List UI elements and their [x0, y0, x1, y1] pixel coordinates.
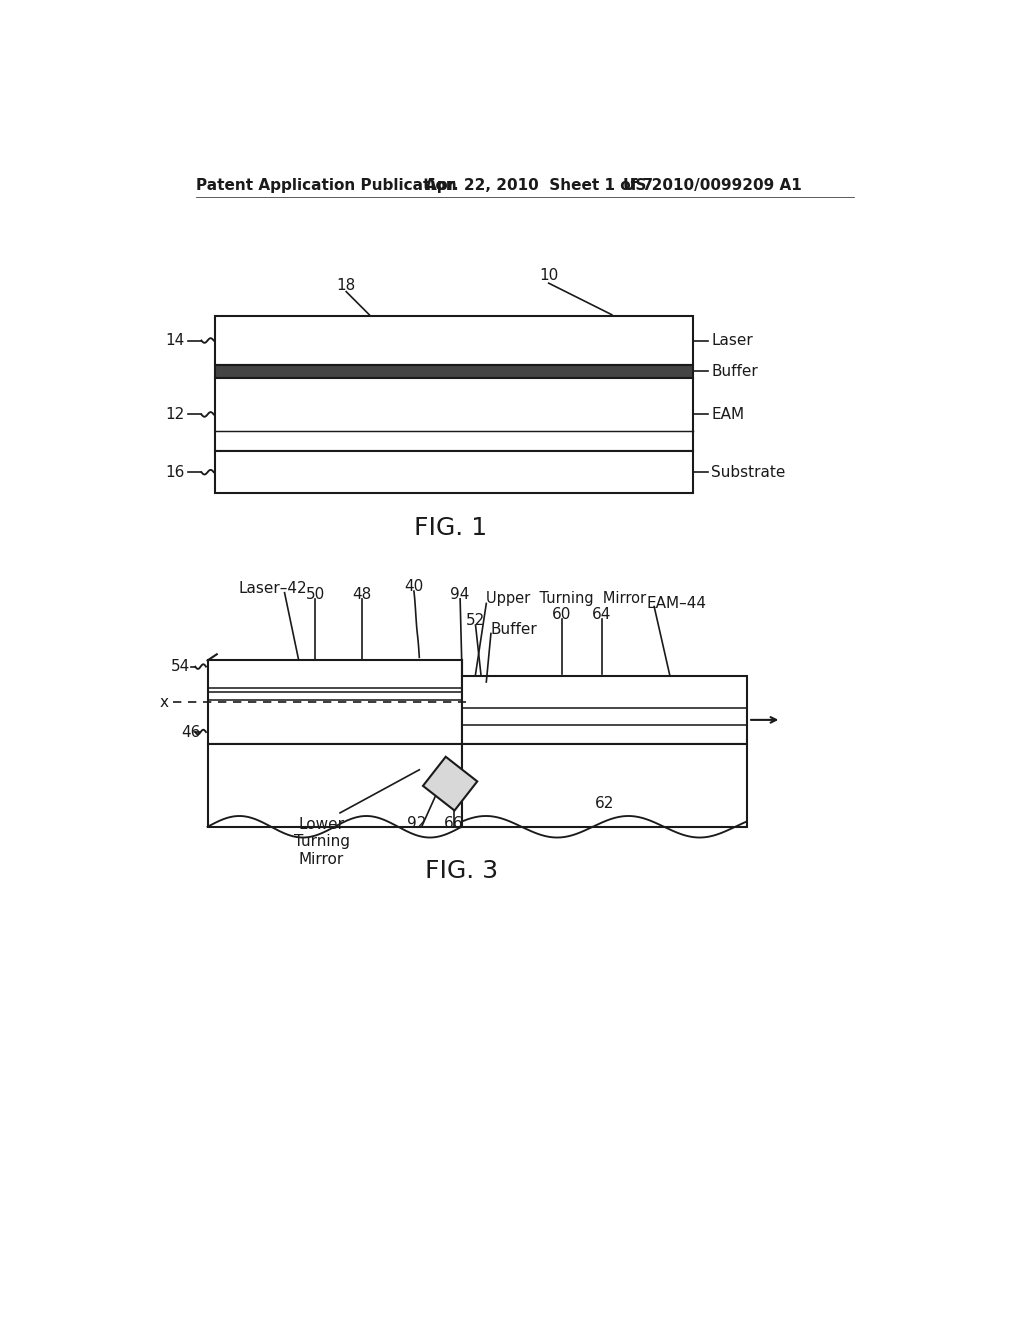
Text: Buffer: Buffer — [490, 622, 538, 638]
Text: 52: 52 — [466, 612, 485, 628]
Text: EAM–44: EAM–44 — [646, 595, 707, 611]
Text: EAM: EAM — [711, 407, 744, 422]
Text: 66: 66 — [444, 816, 464, 832]
Text: 62: 62 — [594, 796, 613, 812]
Bar — [215, 364, 692, 378]
Text: Laser: Laser — [711, 333, 753, 348]
Bar — [215, 451, 692, 494]
Text: Substrate: Substrate — [711, 465, 785, 479]
Text: 48: 48 — [352, 586, 371, 602]
Text: 14: 14 — [165, 333, 184, 348]
Text: 94: 94 — [451, 586, 470, 602]
Polygon shape — [423, 756, 477, 810]
Bar — [462, 676, 746, 743]
Text: 18: 18 — [337, 279, 355, 293]
Text: Patent Application Publication: Patent Application Publication — [196, 178, 457, 193]
Text: 60: 60 — [552, 607, 571, 622]
Bar — [215, 378, 692, 451]
Text: 40: 40 — [404, 579, 424, 594]
Text: US 2010/0099209 A1: US 2010/0099209 A1 — [624, 178, 802, 193]
Text: Upper  Turning  Mirror: Upper Turning Mirror — [486, 591, 646, 606]
Text: 64: 64 — [592, 607, 611, 622]
Text: 92: 92 — [408, 816, 427, 832]
Text: 16: 16 — [165, 465, 184, 479]
Text: 50: 50 — [306, 586, 325, 602]
Text: Laser–42: Laser–42 — [239, 581, 307, 595]
Text: 46: 46 — [181, 725, 201, 739]
Text: FIG. 3: FIG. 3 — [425, 858, 499, 883]
Text: Buffer: Buffer — [711, 364, 758, 379]
Text: Apr. 22, 2010  Sheet 1 of 7: Apr. 22, 2010 Sheet 1 of 7 — [425, 178, 653, 193]
Bar — [462, 743, 746, 826]
Bar — [215, 317, 692, 364]
Bar — [208, 743, 462, 826]
Text: 54: 54 — [171, 659, 190, 675]
Text: 10: 10 — [539, 268, 558, 282]
Bar — [208, 660, 462, 743]
Text: x: x — [160, 694, 169, 710]
Text: 12: 12 — [165, 407, 184, 422]
Text: FIG. 1: FIG. 1 — [414, 516, 486, 540]
Text: Lower
Turning
Mirror: Lower Turning Mirror — [294, 817, 349, 866]
